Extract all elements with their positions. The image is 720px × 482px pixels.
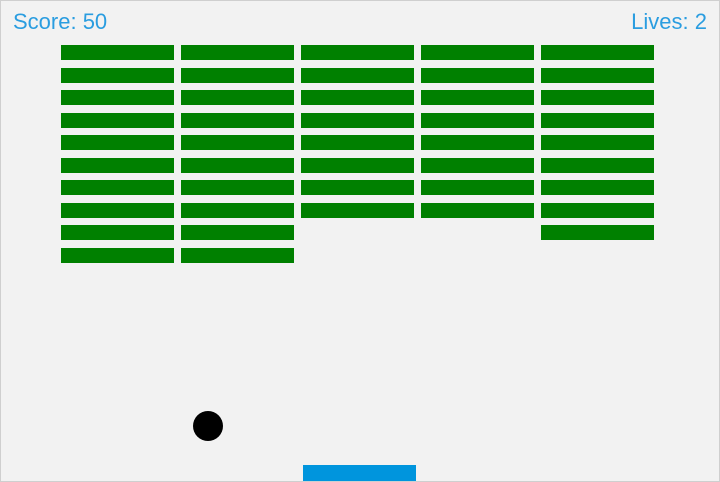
brick (181, 135, 294, 150)
brick (301, 113, 414, 128)
brick (181, 68, 294, 83)
brick (301, 180, 414, 195)
brick (61, 180, 174, 195)
brick (421, 113, 534, 128)
brick (61, 225, 174, 240)
brick (301, 203, 414, 218)
paddle[interactable] (303, 465, 416, 481)
brick (181, 248, 294, 263)
brick (61, 135, 174, 150)
brick (301, 90, 414, 105)
brick (181, 113, 294, 128)
score-display: Score: 50 (13, 9, 108, 34)
brick (181, 180, 294, 195)
brick (61, 203, 174, 218)
brick (301, 68, 414, 83)
brick (421, 90, 534, 105)
brick (61, 248, 174, 263)
brick (61, 90, 174, 105)
brick (541, 135, 654, 150)
lives-display: Lives: 2 (631, 9, 707, 34)
brick (181, 225, 294, 240)
brick (181, 45, 294, 60)
brick (541, 68, 654, 83)
ball (193, 411, 223, 441)
brick (421, 203, 534, 218)
brick (181, 158, 294, 173)
brick (181, 90, 294, 105)
brick (541, 45, 654, 60)
brick (181, 203, 294, 218)
brick (421, 180, 534, 195)
brick (61, 45, 174, 60)
brick (421, 158, 534, 173)
brick (421, 135, 534, 150)
brick (61, 113, 174, 128)
brick (421, 45, 534, 60)
brick (61, 68, 174, 83)
brick (541, 90, 654, 105)
brick (541, 158, 654, 173)
brick (541, 180, 654, 195)
brick (61, 158, 174, 173)
brick (301, 135, 414, 150)
brick (541, 113, 654, 128)
brick (421, 68, 534, 83)
brick (301, 158, 414, 173)
brick (541, 225, 654, 240)
brick (301, 45, 414, 60)
brick (541, 203, 654, 218)
